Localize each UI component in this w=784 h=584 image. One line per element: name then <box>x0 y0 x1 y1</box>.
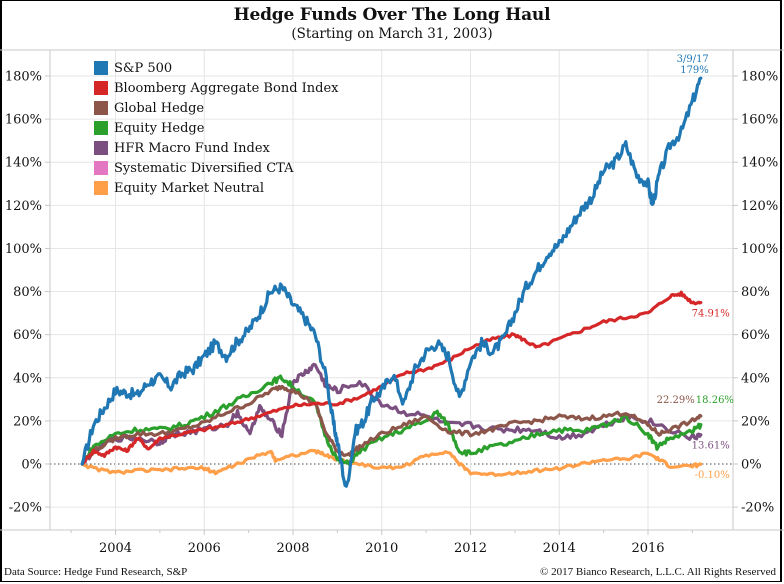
x-tick-label: 2006 <box>188 541 221 556</box>
y-tick-label-left: 180% <box>5 70 42 85</box>
gridlines <box>50 50 733 530</box>
y-tick-label-right: 160% <box>741 113 778 128</box>
legend: S&P 500 Bloomberg Aggregate Bond Index Glo… <box>94 58 339 198</box>
x-axis: 2004 2006 2008 2010 2012 2014 2016 <box>99 541 665 556</box>
y-tick-label-left: 40% <box>13 371 42 386</box>
legend-swatch <box>94 181 108 195</box>
series-line-equity-market-neutral <box>80 448 703 478</box>
y-tick-label-left: 0% <box>21 458 42 473</box>
y-tick-label-left: 80% <box>13 285 42 300</box>
y-tick-label-right: 120% <box>741 199 778 214</box>
x-tick-label: 2010 <box>365 541 398 556</box>
legend-item: Equity Hedge <box>94 118 339 138</box>
y-tick-label-left: 60% <box>13 328 42 343</box>
end-label-equity-hedge: 18.26% <box>696 395 734 406</box>
legend-swatch <box>94 61 108 75</box>
x-tick-label: 2014 <box>543 541 576 556</box>
legend-item: HFR Macro Fund Index <box>94 138 339 158</box>
legend-swatch <box>94 141 108 155</box>
legend-item: Global Hedge <box>94 98 339 118</box>
series-line-equity-hedge <box>80 374 703 467</box>
y-axis-right: -20% 0% 20% 40% 60% 80% 100% 120% 140% 160% 180% <box>741 70 778 516</box>
y-tick-label-left: 140% <box>5 156 42 171</box>
legend-label: Equity Hedge <box>114 120 205 136</box>
end-label-global-hedge: 22.29% <box>657 395 695 406</box>
y-tick-label-right: 140% <box>741 156 778 171</box>
legend-swatch <box>94 81 108 95</box>
y-tick-label-right: 40% <box>741 371 770 386</box>
data-source: Data Source: Hedge Fund Research, S&P <box>4 566 188 578</box>
end-label-macro: 13.61% <box>692 441 730 452</box>
legend-label: HFR Macro Fund Index <box>114 140 270 156</box>
legend-item: Systematic Diversified CTA <box>94 158 339 178</box>
y-tick-label-left: 20% <box>13 414 42 429</box>
x-tick-label: 2008 <box>276 541 309 556</box>
series-line-s-p-500 <box>80 76 703 488</box>
end-label-market-neutral: -0.10% <box>695 470 730 481</box>
chart-title: Hedge Funds Over The Long Haul <box>233 5 551 25</box>
legend-item: Equity Market Neutral <box>94 178 339 198</box>
end-label-bond: 74.91% <box>692 309 730 320</box>
series-line-global-hedge <box>80 384 703 466</box>
y-axis-left: -20% 0% 20% 40% 60% 80% 100% 120% 140% 160% 180% <box>5 70 42 516</box>
legend-label: S&P 500 <box>114 60 173 76</box>
end-label-sp500: 179% <box>680 65 709 76</box>
x-tick-label: 2012 <box>454 541 487 556</box>
legend-swatch <box>94 161 108 175</box>
x-tick-label: 2016 <box>631 541 664 556</box>
chart-subtitle: (Starting on March 31, 2003) <box>291 26 493 42</box>
legend-item: Bloomberg Aggregate Bond Index <box>94 78 339 98</box>
legend-swatch <box>94 101 108 115</box>
legend-label: Bloomberg Aggregate Bond Index <box>114 80 339 96</box>
legend-label: Equity Market Neutral <box>114 180 265 196</box>
end-date-label-sp500: 3/9/17 <box>677 54 709 65</box>
y-tick-label-left: -20% <box>9 501 42 516</box>
legend-swatch <box>94 121 108 135</box>
legend-item: S&P 500 <box>94 58 339 78</box>
y-tick-label-right: -20% <box>741 501 774 516</box>
axes <box>0 49 784 535</box>
legend-label: Global Hedge <box>114 100 205 116</box>
legend-label: Systematic Diversified CTA <box>114 160 294 176</box>
y-tick-label-left: 160% <box>5 113 42 128</box>
y-tick-label-right: 0% <box>741 458 762 473</box>
series-lines <box>80 76 703 488</box>
copyright: © 2017 Bianco Research, L.L.C. All Right… <box>540 566 776 578</box>
x-tick-label: 2004 <box>99 541 132 556</box>
y-tick-label-left: 120% <box>5 199 42 214</box>
y-tick-label-right: 80% <box>741 285 770 300</box>
y-tick-label-right: 60% <box>741 328 770 343</box>
y-tick-label-right: 20% <box>741 414 770 429</box>
y-tick-label-left: 100% <box>5 242 42 257</box>
y-tick-label-right: 180% <box>741 70 778 85</box>
y-tick-label-right: 100% <box>741 242 778 257</box>
